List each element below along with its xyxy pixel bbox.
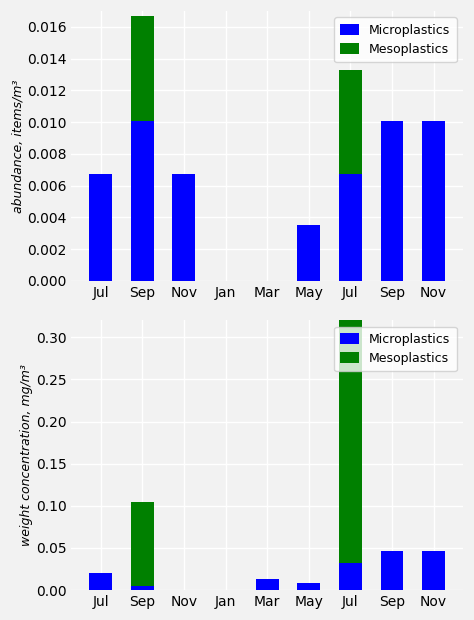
Y-axis label: weight concentration, mg/m³: weight concentration, mg/m³ — [20, 365, 33, 546]
Y-axis label: abundance, items/m³: abundance, items/m³ — [11, 79, 24, 213]
Bar — [297, 225, 320, 281]
Bar — [339, 174, 362, 281]
Bar — [255, 579, 279, 590]
Bar — [422, 120, 445, 281]
Bar — [131, 502, 154, 586]
Bar — [422, 551, 445, 590]
Bar — [339, 70, 362, 174]
Bar — [131, 120, 154, 281]
Bar — [131, 16, 154, 120]
Bar — [339, 314, 362, 563]
Bar — [131, 586, 154, 590]
Bar — [89, 573, 112, 590]
Legend: Microplastics, Mesoplastics: Microplastics, Mesoplastics — [334, 327, 456, 371]
Bar — [297, 583, 320, 590]
Bar — [381, 551, 403, 590]
Bar — [89, 174, 112, 281]
Bar — [173, 174, 195, 281]
Bar — [381, 120, 403, 281]
Legend: Microplastics, Mesoplastics: Microplastics, Mesoplastics — [334, 17, 456, 62]
Bar — [339, 563, 362, 590]
